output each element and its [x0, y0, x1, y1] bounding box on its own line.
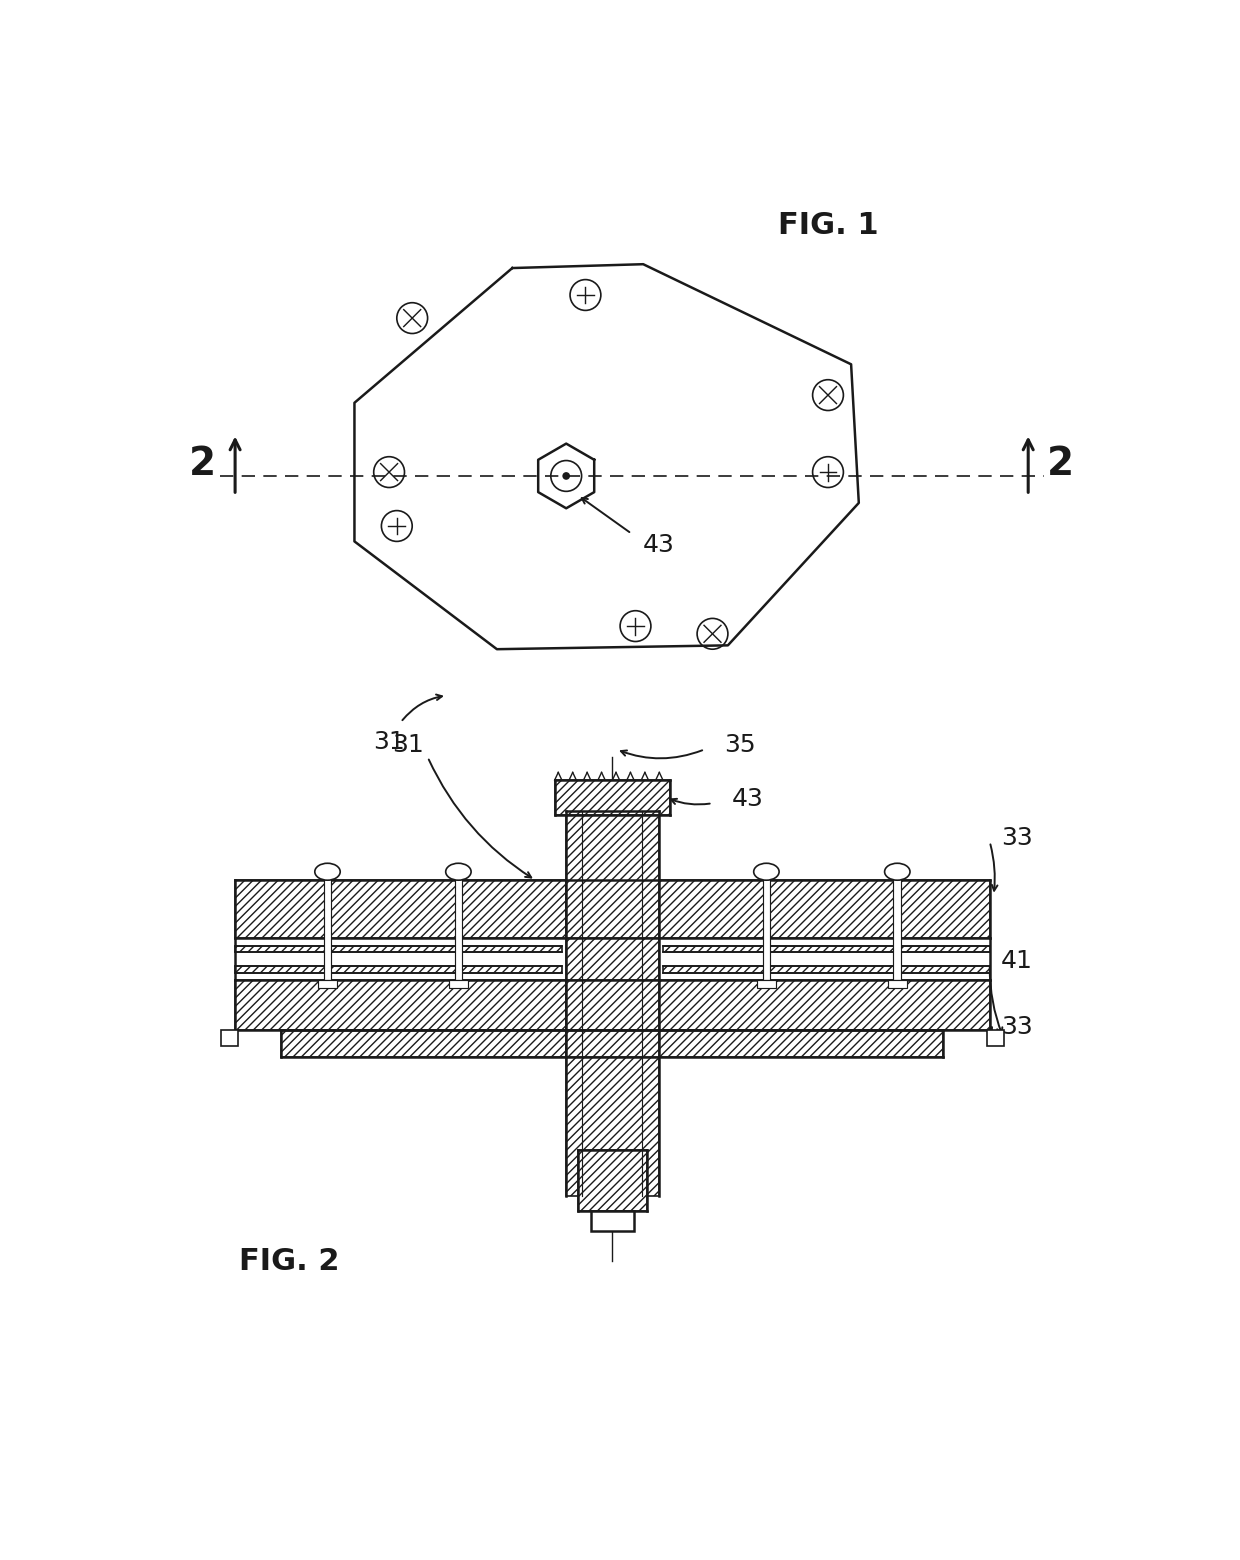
Bar — [455, 872, 463, 980]
Bar — [578, 1150, 647, 1211]
Text: 31: 31 — [393, 733, 424, 758]
Ellipse shape — [445, 863, 471, 880]
Bar — [894, 872, 901, 980]
Bar — [888, 980, 906, 987]
Bar — [987, 1030, 1003, 1045]
Bar — [663, 967, 990, 972]
Bar — [236, 967, 562, 972]
Ellipse shape — [754, 863, 779, 880]
Bar — [221, 1030, 238, 1045]
Text: 31: 31 — [373, 730, 405, 753]
Text: 33: 33 — [1001, 825, 1033, 850]
Text: FIG. 2: FIG. 2 — [239, 1246, 340, 1276]
Bar — [658, 880, 990, 938]
Bar — [758, 980, 776, 987]
Circle shape — [563, 473, 570, 480]
Text: 33: 33 — [1001, 1014, 1033, 1039]
Bar — [236, 945, 562, 952]
Bar — [658, 980, 990, 1030]
Text: 2: 2 — [190, 446, 216, 484]
Text: 2: 2 — [1047, 446, 1074, 484]
Text: 41: 41 — [1001, 948, 1033, 973]
Bar — [590, 1211, 634, 1231]
Ellipse shape — [315, 863, 340, 880]
Text: 35: 35 — [724, 733, 755, 758]
Bar — [554, 780, 670, 814]
Ellipse shape — [884, 863, 910, 880]
Bar — [236, 880, 567, 938]
Text: 43: 43 — [644, 534, 675, 557]
Text: FIG. 1: FIG. 1 — [777, 211, 878, 240]
Bar — [319, 980, 337, 987]
Text: 43: 43 — [732, 788, 764, 811]
Bar — [663, 945, 990, 952]
Bar — [449, 980, 467, 987]
Bar — [236, 980, 567, 1030]
Bar — [324, 872, 331, 980]
Bar — [763, 872, 770, 980]
Bar — [658, 1030, 944, 1058]
Bar — [567, 811, 658, 1197]
Bar — [281, 1030, 567, 1058]
